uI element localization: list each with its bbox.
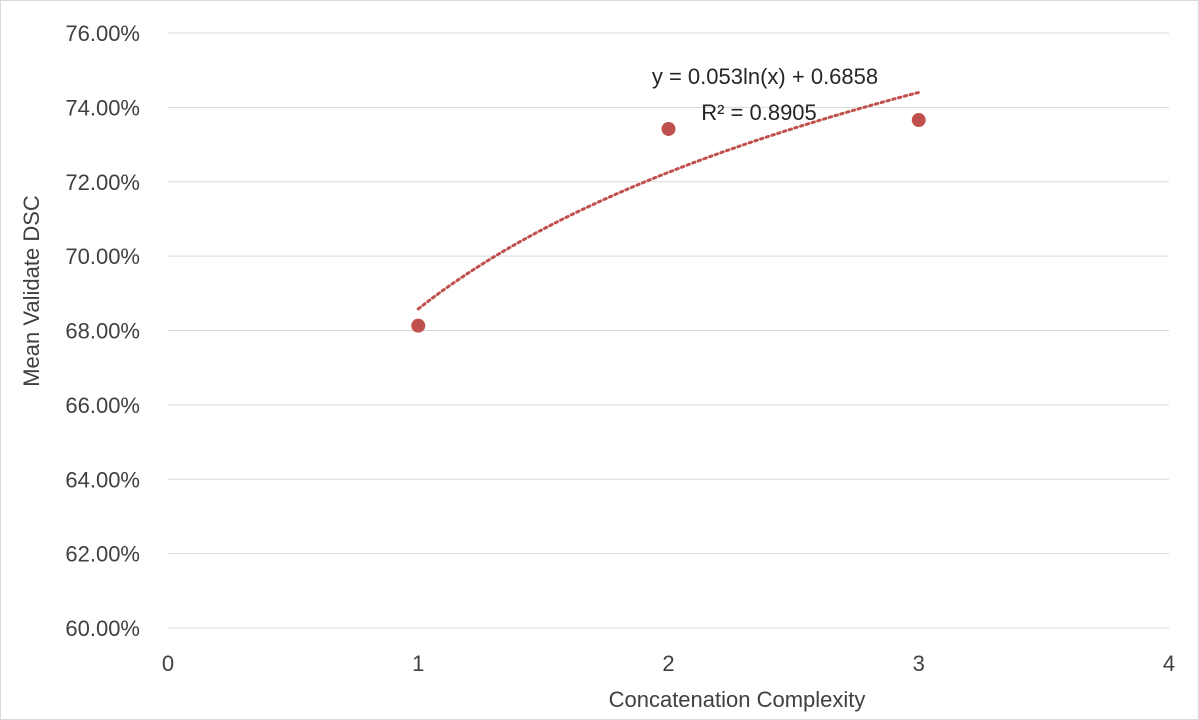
trendline-equation: y = 0.053ln(x) + 0.6858 <box>652 64 878 89</box>
trendline-r-squared: R² = 0.8905 <box>701 100 817 125</box>
x-tick-label: 0 <box>162 651 174 676</box>
y-tick-label: 66.00% <box>65 393 140 418</box>
x-axis-ticks: 0 1 2 3 4 <box>162 651 1175 676</box>
data-points <box>411 113 926 333</box>
x-tick-label: 3 <box>913 651 925 676</box>
data-point <box>661 121 676 136</box>
y-tick-label: 70.00% <box>65 244 140 269</box>
y-tick-label: 64.00% <box>65 467 140 492</box>
y-tick-label: 68.00% <box>65 319 140 344</box>
trendline-group <box>416 90 921 311</box>
data-point <box>411 318 426 333</box>
y-tick-label: 60.00% <box>65 616 140 641</box>
y-tick-label: 62.00% <box>65 542 140 567</box>
y-axis-title: Mean Validate DSC <box>19 195 44 387</box>
y-tick-label: 72.00% <box>65 170 140 195</box>
x-axis-title: Concatenation Complexity <box>609 687 866 712</box>
trendline <box>416 90 921 311</box>
y-axis-ticks: 60.00% 62.00% 64.00% 66.00% 68.00% 70.00% 72.0… <box>65 21 140 641</box>
gridlines <box>168 32 1169 629</box>
x-tick-label: 1 <box>412 651 424 676</box>
data-point <box>911 113 926 128</box>
y-tick-label: 74.00% <box>65 95 140 120</box>
x-tick-label: 4 <box>1163 651 1175 676</box>
y-tick-label: 76.00% <box>65 21 140 46</box>
x-tick-label: 2 <box>662 651 674 676</box>
